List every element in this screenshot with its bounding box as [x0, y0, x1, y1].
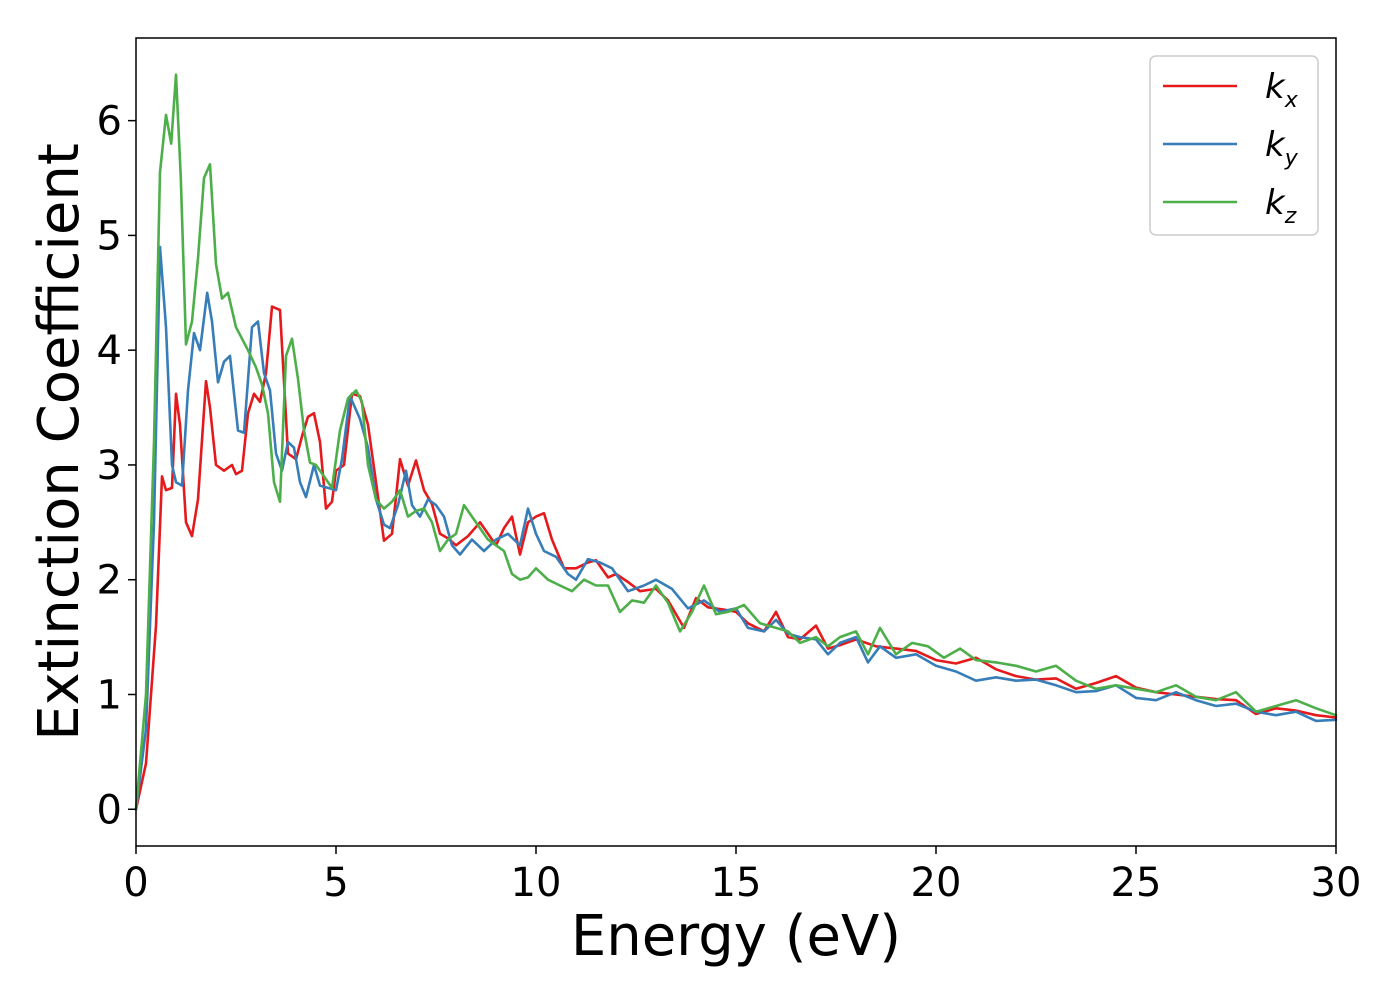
x-tick-label: 15: [711, 860, 762, 906]
y-tick-label: 0: [97, 787, 122, 833]
legend-label-ky: ky: [1265, 125, 1299, 171]
series-line-ky: [134, 245, 1338, 811]
y-axis: 0 1 2 3 4 5 6: [97, 99, 136, 833]
x-tick-label: 10: [511, 860, 562, 906]
legend-box: [1149, 55, 1319, 236]
x-tick-label: 25: [1111, 860, 1162, 906]
series-layer: [134, 73, 1338, 811]
y-axis-title: Extinction Coefficient: [27, 143, 92, 741]
x-axis-title: Energy (eV): [571, 904, 901, 969]
x-tick-label: 5: [323, 860, 348, 906]
x-tick-label: 0: [123, 860, 148, 906]
y-tick-label: 6: [97, 99, 122, 145]
legend-label-kx: kx: [1265, 67, 1299, 113]
y-tick-label: 5: [97, 213, 122, 259]
x-tick-label: 20: [911, 860, 962, 906]
y-tick-label: 3: [97, 443, 122, 489]
x-axis: 0 5 10 15 20 25 30: [123, 846, 1361, 906]
y-tick-label: 1: [97, 673, 122, 719]
series-line-kz: [134, 73, 1338, 811]
x-tick-label: 30: [1311, 860, 1362, 906]
legend-label-kz: kz: [1265, 183, 1297, 229]
y-tick-label: 4: [97, 328, 122, 374]
legend: kx ky kz: [1149, 55, 1319, 236]
y-tick-label: 2: [97, 558, 122, 604]
